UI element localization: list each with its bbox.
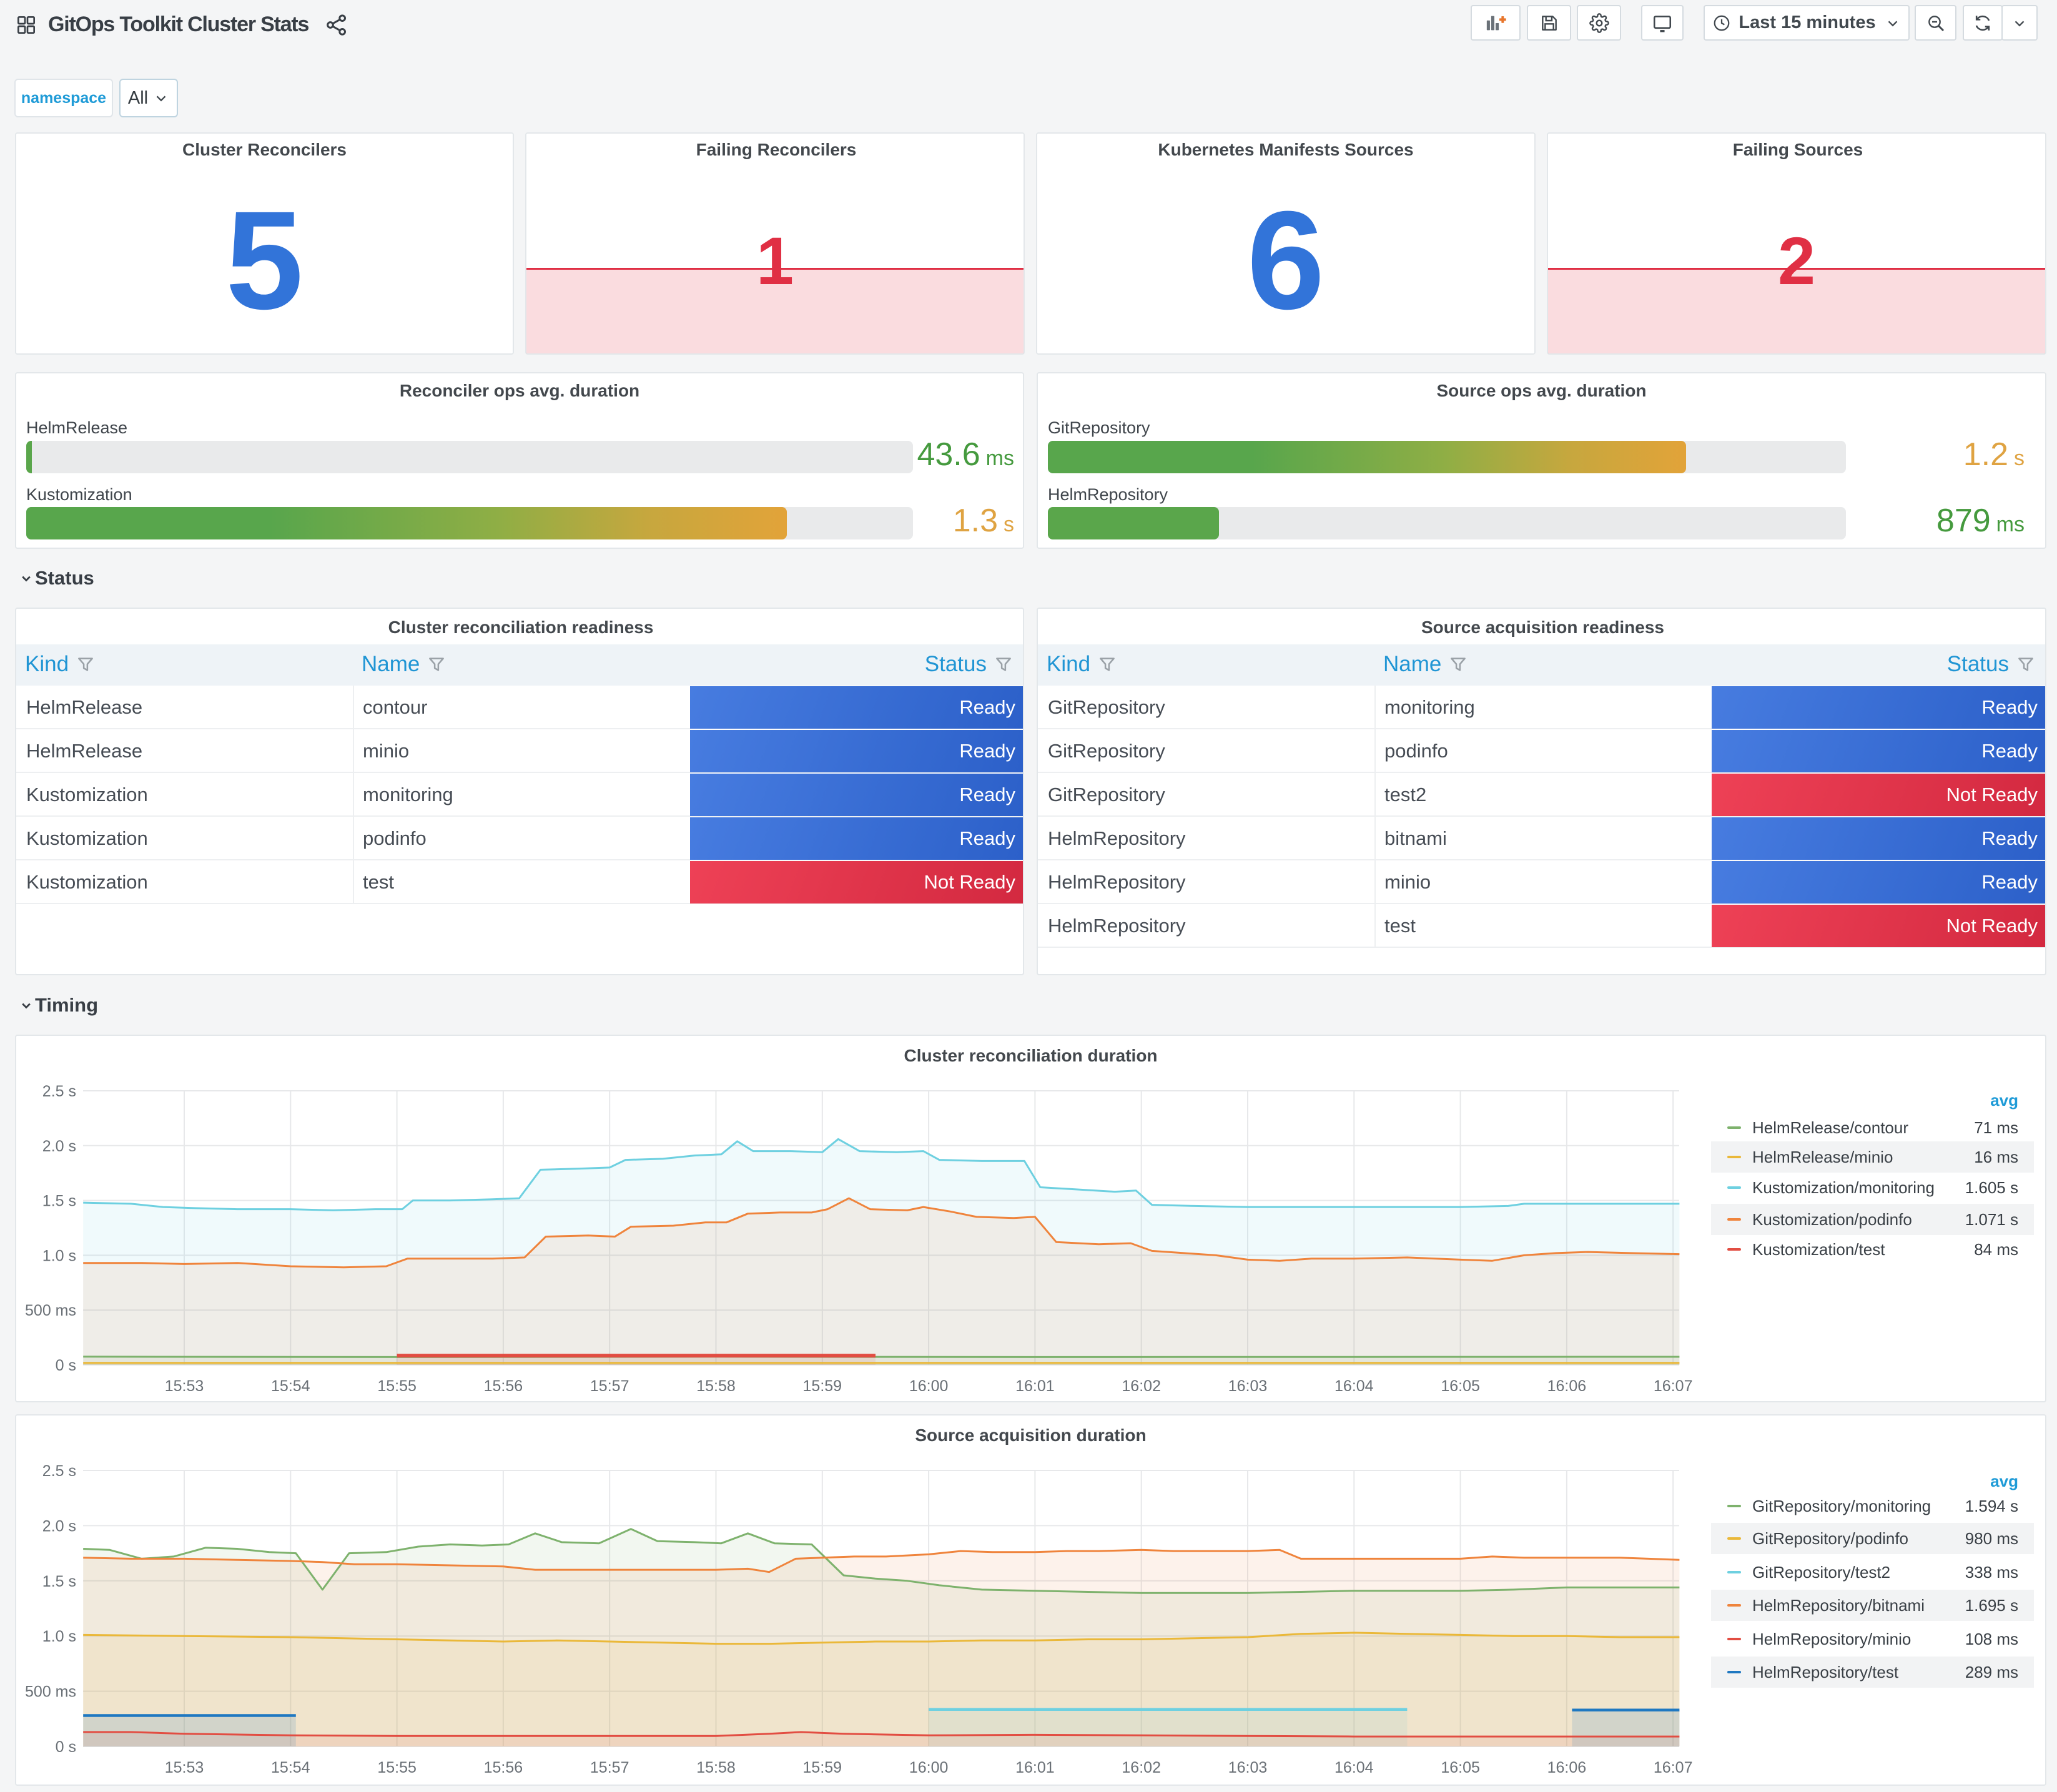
svg-text:HelmRepository/bitnami: HelmRepository/bitnami <box>1752 1596 1925 1615</box>
svg-text:84 ms: 84 ms <box>1974 1240 2018 1259</box>
svg-text:1.5 s: 1.5 s <box>42 1573 76 1590</box>
svg-text:338 ms: 338 ms <box>1965 1563 2018 1582</box>
svg-text:15:57: 15:57 <box>590 1759 629 1776</box>
svg-text:15:54: 15:54 <box>271 1377 310 1395</box>
svg-text:1.071 s: 1.071 s <box>1965 1210 2018 1229</box>
svg-text:Kustomization/monitoring: Kustomization/monitoring <box>1752 1178 1935 1197</box>
svg-text:0 s: 0 s <box>56 1357 76 1374</box>
svg-text:15:58: 15:58 <box>696 1377 736 1395</box>
svg-text:289 ms: 289 ms <box>1965 1663 2018 1681</box>
svg-text:15:53: 15:53 <box>165 1377 204 1395</box>
svg-text:HelmRelease/contour: HelmRelease/contour <box>1752 1118 1908 1137</box>
svg-text:16:06: 16:06 <box>1547 1759 1587 1776</box>
svg-text:16:01: 16:01 <box>1015 1759 1055 1776</box>
svg-text:15:59: 15:59 <box>803 1377 842 1395</box>
svg-text:2.0 s: 2.0 s <box>42 1517 76 1535</box>
svg-text:GitRepository/monitoring: GitRepository/monitoring <box>1752 1497 1931 1515</box>
svg-text:0 s: 0 s <box>56 1738 76 1756</box>
svg-text:15:55: 15:55 <box>377 1759 417 1776</box>
svg-text:500 ms: 500 ms <box>25 1302 76 1319</box>
svg-text:16:02: 16:02 <box>1122 1377 1161 1395</box>
svg-text:15:54: 15:54 <box>271 1759 310 1776</box>
svg-text:16:03: 16:03 <box>1228 1759 1268 1776</box>
svg-text:16:07: 16:07 <box>1654 1759 1693 1776</box>
svg-text:16:05: 16:05 <box>1441 1377 1480 1395</box>
svg-text:GitRepository/podinfo: GitRepository/podinfo <box>1752 1529 1908 1548</box>
svg-text:16:00: 16:00 <box>909 1759 949 1776</box>
svg-text:16:02: 16:02 <box>1122 1759 1161 1776</box>
svg-text:avg: avg <box>1990 1472 2018 1490</box>
svg-text:1.0 s: 1.0 s <box>42 1247 76 1264</box>
svg-text:HelmRepository/test: HelmRepository/test <box>1752 1663 1899 1681</box>
svg-text:avg: avg <box>1990 1091 2018 1110</box>
svg-text:16:07: 16:07 <box>1654 1377 1693 1395</box>
svg-text:15:53: 15:53 <box>165 1759 204 1776</box>
svg-text:16 ms: 16 ms <box>1974 1148 2018 1166</box>
svg-text:2.5 s: 2.5 s <box>42 1083 76 1100</box>
svg-text:16:05: 16:05 <box>1441 1759 1480 1776</box>
svg-text:1.0 s: 1.0 s <box>42 1628 76 1645</box>
svg-text:16:01: 16:01 <box>1015 1377 1055 1395</box>
svg-text:HelmRelease/minio: HelmRelease/minio <box>1752 1148 1893 1166</box>
svg-text:1.695 s: 1.695 s <box>1965 1596 2018 1615</box>
svg-text:15:59: 15:59 <box>803 1759 842 1776</box>
svg-text:16:06: 16:06 <box>1547 1377 1587 1395</box>
svg-text:16:04: 16:04 <box>1334 1759 1374 1776</box>
svg-text:16:03: 16:03 <box>1228 1377 1268 1395</box>
svg-text:15:55: 15:55 <box>377 1377 417 1395</box>
svg-text:500 ms: 500 ms <box>25 1683 76 1701</box>
svg-text:16:04: 16:04 <box>1334 1377 1374 1395</box>
svg-text:980 ms: 980 ms <box>1965 1529 2018 1548</box>
svg-text:2.5 s: 2.5 s <box>42 1462 76 1480</box>
svg-text:Kustomization/test: Kustomization/test <box>1752 1240 1885 1259</box>
svg-text:15:56: 15:56 <box>484 1377 523 1395</box>
svg-text:71 ms: 71 ms <box>1974 1118 2018 1137</box>
svg-text:15:58: 15:58 <box>696 1759 736 1776</box>
svg-text:HelmRepository/minio: HelmRepository/minio <box>1752 1630 1911 1648</box>
svg-text:108 ms: 108 ms <box>1965 1630 2018 1648</box>
svg-text:1.594 s: 1.594 s <box>1965 1497 2018 1515</box>
svg-text:1.605 s: 1.605 s <box>1965 1178 2018 1197</box>
svg-text:2.0 s: 2.0 s <box>42 1138 76 1155</box>
svg-text:15:56: 15:56 <box>484 1759 523 1776</box>
svg-text:16:00: 16:00 <box>909 1377 949 1395</box>
svg-text:Kustomization/podinfo: Kustomization/podinfo <box>1752 1210 1912 1229</box>
svg-text:1.5 s: 1.5 s <box>42 1193 76 1210</box>
svg-text:GitRepository/test2: GitRepository/test2 <box>1752 1563 1890 1582</box>
svg-text:15:57: 15:57 <box>590 1377 629 1395</box>
